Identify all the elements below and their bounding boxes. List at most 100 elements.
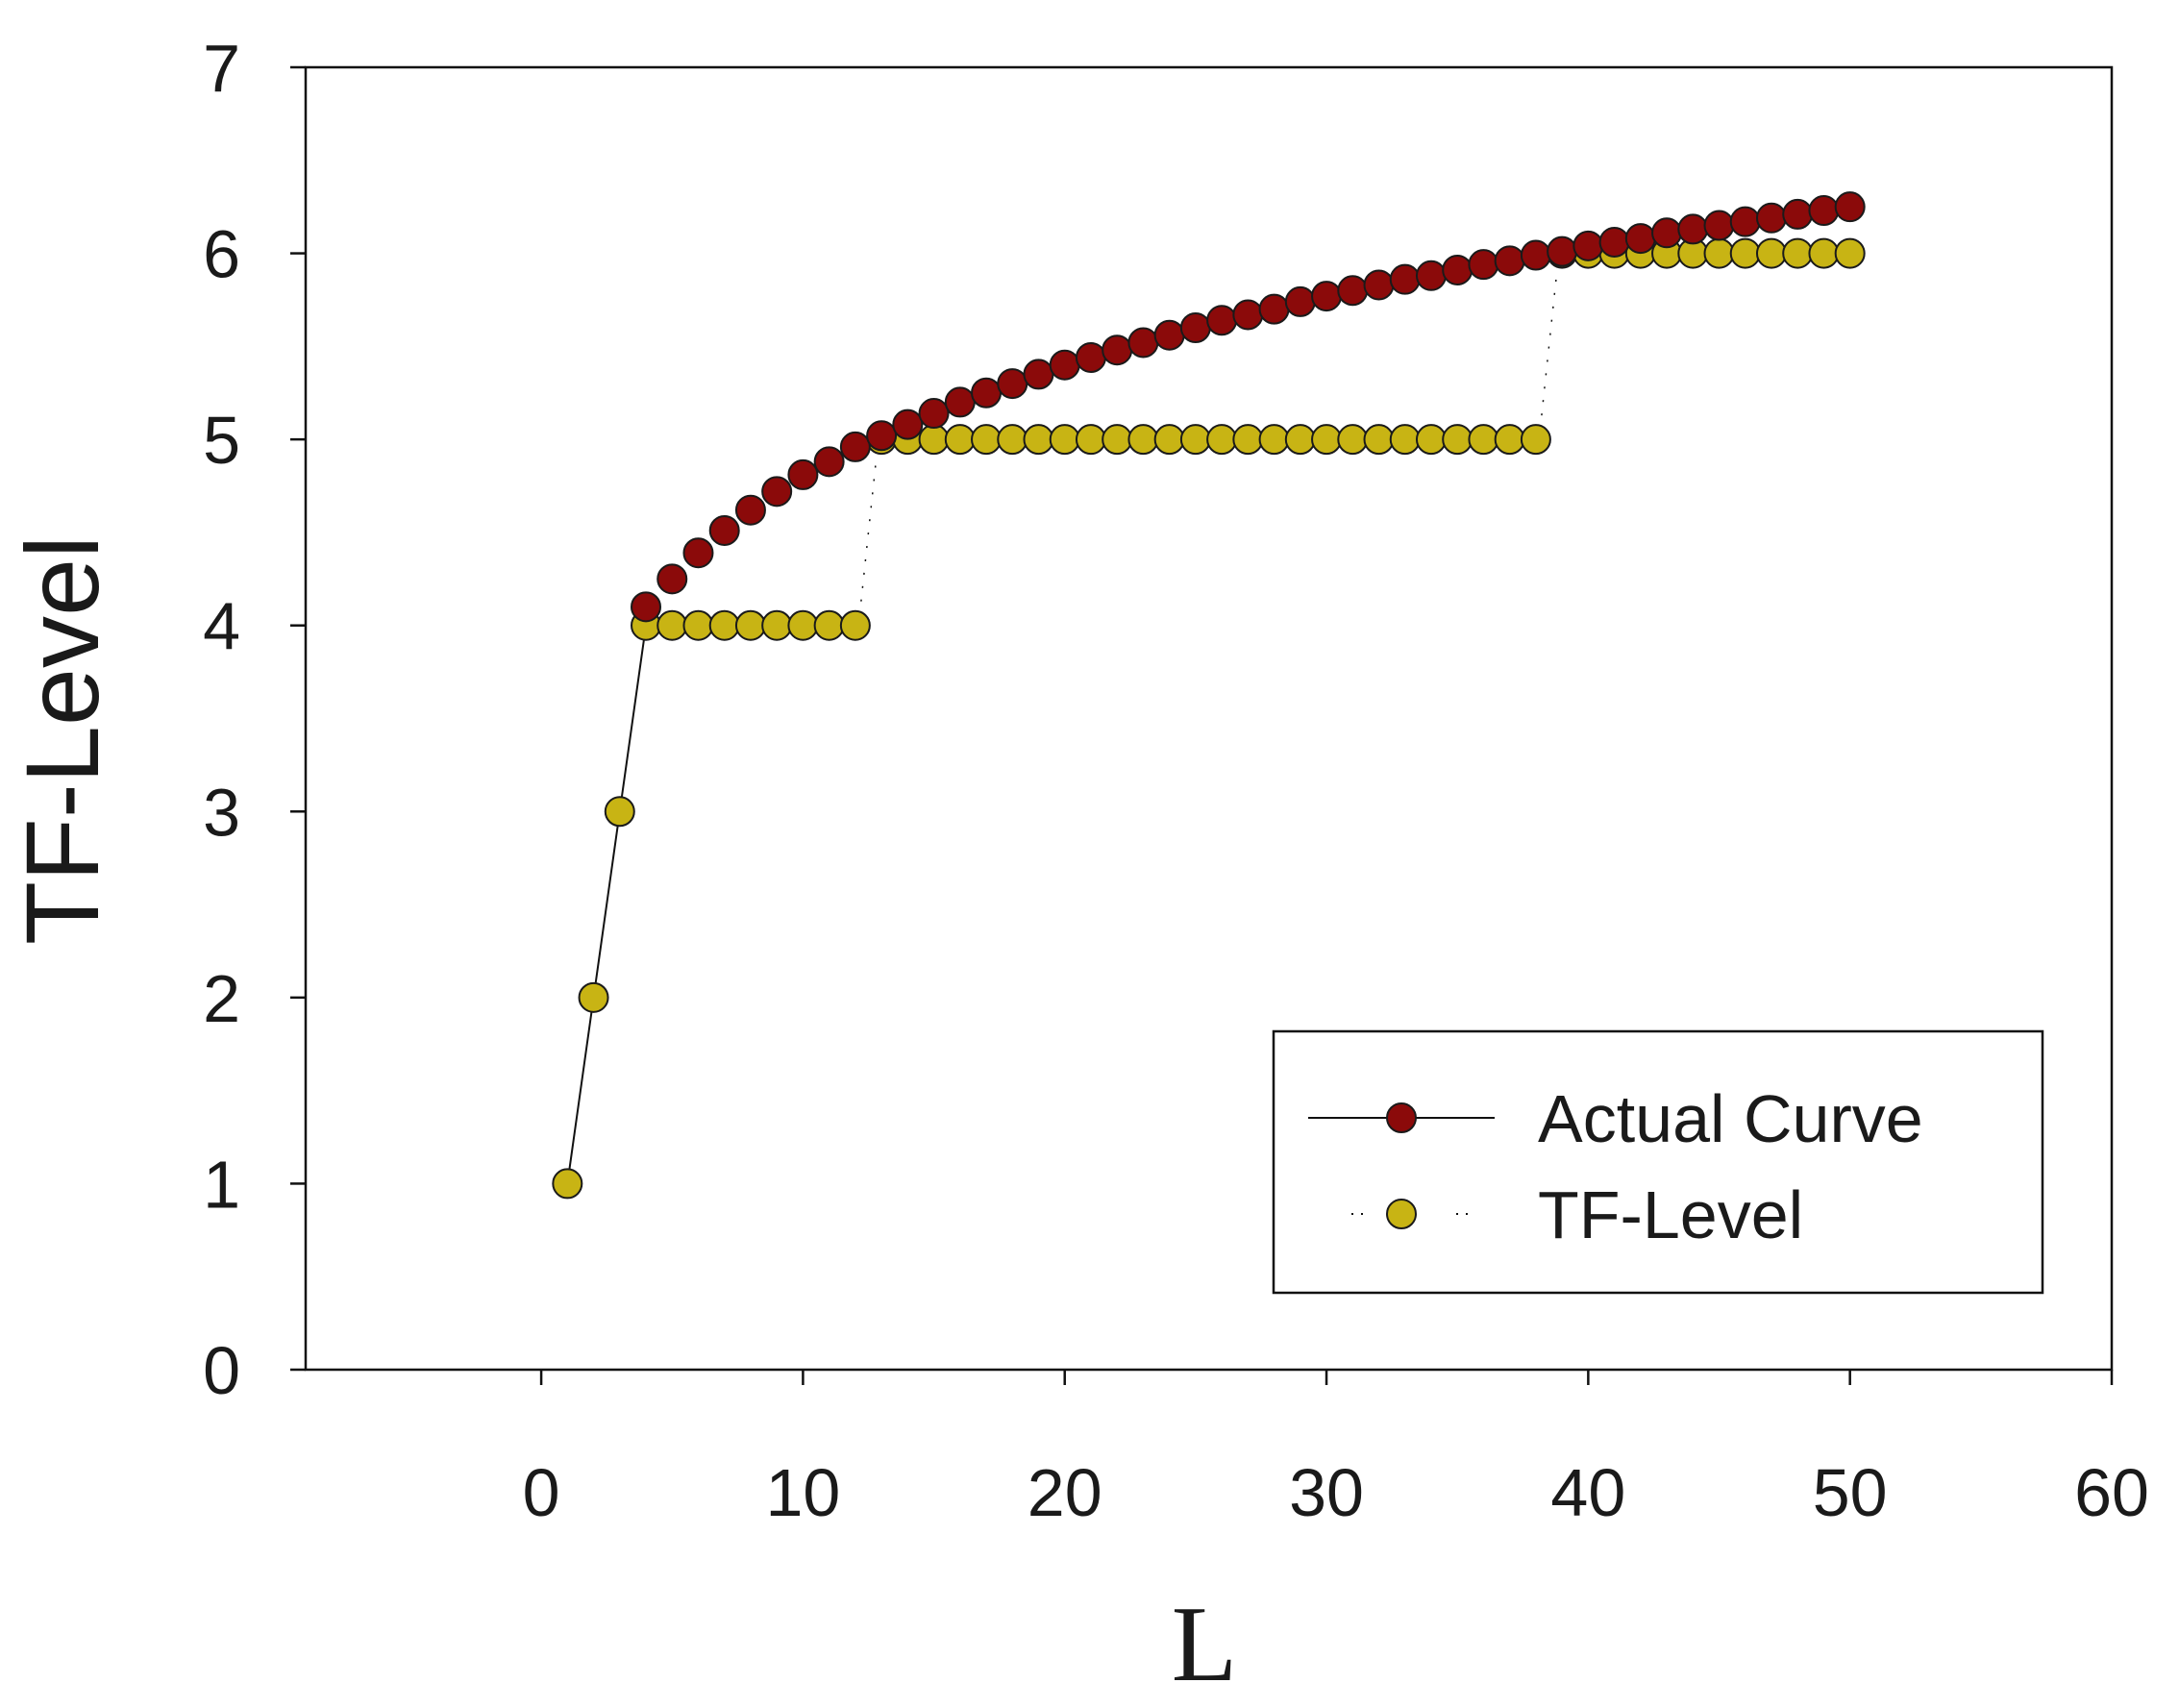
tf-level-point bbox=[734, 609, 766, 641]
tf-level-point bbox=[1782, 237, 1814, 269]
actual-curve-point bbox=[1703, 210, 1735, 241]
actual-curve-point bbox=[631, 591, 662, 623]
actual-curve-point bbox=[971, 377, 1003, 408]
tf-level-point bbox=[1258, 424, 1290, 456]
actual-curve-point bbox=[1520, 239, 1551, 271]
actual-curve-point bbox=[839, 431, 871, 462]
actual-curve-point bbox=[1102, 334, 1133, 366]
tf-level-point bbox=[1468, 424, 1499, 456]
actual-curve-point bbox=[1311, 281, 1343, 312]
tf-level-point bbox=[761, 609, 793, 641]
tf-level-point bbox=[839, 609, 871, 641]
actual-curve-point bbox=[1834, 191, 1866, 223]
actual-curve-point bbox=[1049, 349, 1080, 381]
y-tick-label: 1 bbox=[203, 1147, 240, 1222]
tf-level-point bbox=[1337, 424, 1369, 456]
y-axis-label: TF-Level bbox=[4, 535, 120, 945]
actual-curve-point bbox=[1547, 235, 1578, 267]
actual-curve-point bbox=[1337, 275, 1369, 307]
series-points bbox=[552, 191, 1866, 1200]
actual-curve-point bbox=[1389, 263, 1421, 295]
actual-curve-point bbox=[734, 494, 766, 526]
tf-level-point bbox=[1755, 237, 1787, 269]
legend-label-actual-curve: Actual Curve bbox=[1538, 1081, 1923, 1156]
legend-box bbox=[1272, 1029, 2044, 1295]
tf-level-point bbox=[813, 609, 845, 641]
actual-curve-point bbox=[813, 446, 845, 478]
actual-curve-point bbox=[1363, 269, 1395, 301]
x-tick-label: 10 bbox=[765, 1455, 840, 1530]
tf-level-point bbox=[1729, 237, 1761, 269]
actual-curve-point bbox=[1442, 254, 1473, 285]
tf-level-point bbox=[1520, 424, 1551, 456]
y-tick-label: 7 bbox=[203, 31, 240, 106]
tf-level-point bbox=[1179, 424, 1211, 456]
actual-curve-point bbox=[866, 420, 898, 452]
series-actual-curve bbox=[631, 191, 1866, 623]
tf-level-point bbox=[997, 424, 1028, 456]
tf-level-point bbox=[1102, 424, 1133, 456]
actual-curve-point bbox=[918, 398, 950, 430]
x-axis: 0 10 20 30 40 50 60 bbox=[523, 1370, 2149, 1530]
actual-curve-point bbox=[708, 514, 740, 546]
tf-level-point bbox=[708, 609, 740, 641]
tf-level-point bbox=[1023, 424, 1054, 456]
y-tick-label: 2 bbox=[203, 961, 240, 1036]
actual-curve-point bbox=[1468, 249, 1499, 281]
x-tick-label: 40 bbox=[1550, 1455, 1625, 1530]
actual-curve-point bbox=[761, 476, 793, 507]
actual-curve-point bbox=[682, 537, 714, 569]
actual-curve-point bbox=[1598, 226, 1630, 258]
tf-level-point bbox=[1153, 424, 1185, 456]
tf-level-step-connector bbox=[860, 463, 877, 602]
series-lines bbox=[566, 277, 1557, 1184]
legend-label-tf-level: TF-Level bbox=[1538, 1177, 1803, 1252]
actual-curve-point bbox=[1127, 327, 1159, 359]
y-axis: 0 1 2 3 4 5 6 7 bbox=[203, 31, 306, 1408]
actual-curve-point bbox=[1415, 260, 1447, 291]
tf-level-point bbox=[1442, 424, 1473, 456]
tf-level-step-connector bbox=[1541, 277, 1557, 416]
tf-level-point bbox=[1049, 424, 1080, 456]
legend: Actual Curve TF-Level bbox=[1272, 1029, 2044, 1295]
actual-curve-point bbox=[1023, 359, 1054, 390]
plot-frame bbox=[304, 65, 2114, 1372]
actual-curve-point bbox=[1651, 217, 1683, 249]
actual-curve-point bbox=[1782, 198, 1814, 230]
tf-level-point bbox=[1389, 424, 1421, 456]
tf-level-point bbox=[787, 609, 819, 641]
actual-curve-point bbox=[944, 386, 976, 418]
actual-curve-point bbox=[892, 408, 924, 440]
actual-curve-point bbox=[1258, 293, 1290, 325]
tf-level-point bbox=[552, 1168, 583, 1200]
x-tick-label: 20 bbox=[1028, 1455, 1102, 1530]
actual-curve-point bbox=[1494, 245, 1525, 277]
tf-level-point bbox=[944, 424, 976, 456]
actual-curve-point bbox=[1206, 305, 1238, 336]
tf-level-point bbox=[1284, 424, 1316, 456]
tf-level-point bbox=[1834, 237, 1866, 269]
tf-level-point bbox=[1232, 424, 1264, 456]
tf-level-point bbox=[1415, 424, 1447, 456]
actual-curve-point bbox=[1624, 223, 1656, 255]
actual-curve-point bbox=[1755, 202, 1787, 234]
y-tick-label: 0 bbox=[203, 1333, 240, 1408]
actual-curve-point bbox=[656, 563, 688, 595]
legend-marker-tf-level bbox=[1386, 1199, 1417, 1229]
y-tick-label: 4 bbox=[203, 589, 240, 664]
tf-level-point bbox=[682, 609, 714, 641]
tf-level-point bbox=[1206, 424, 1238, 456]
tf-level-point bbox=[918, 424, 950, 456]
tf-level-point bbox=[1703, 237, 1735, 269]
actual-curve-point bbox=[787, 458, 819, 490]
tf-level-point bbox=[656, 609, 688, 641]
actual-curve-point bbox=[1729, 206, 1761, 237]
tf-level-point bbox=[971, 424, 1003, 456]
actual-curve-point bbox=[1153, 319, 1185, 351]
actual-curve-point bbox=[1179, 312, 1211, 343]
y-tick-label: 6 bbox=[203, 217, 240, 292]
tf-level-point bbox=[578, 981, 609, 1013]
legend-marker-actual-curve bbox=[1386, 1102, 1417, 1133]
tf-level-rising-line bbox=[566, 625, 648, 1184]
